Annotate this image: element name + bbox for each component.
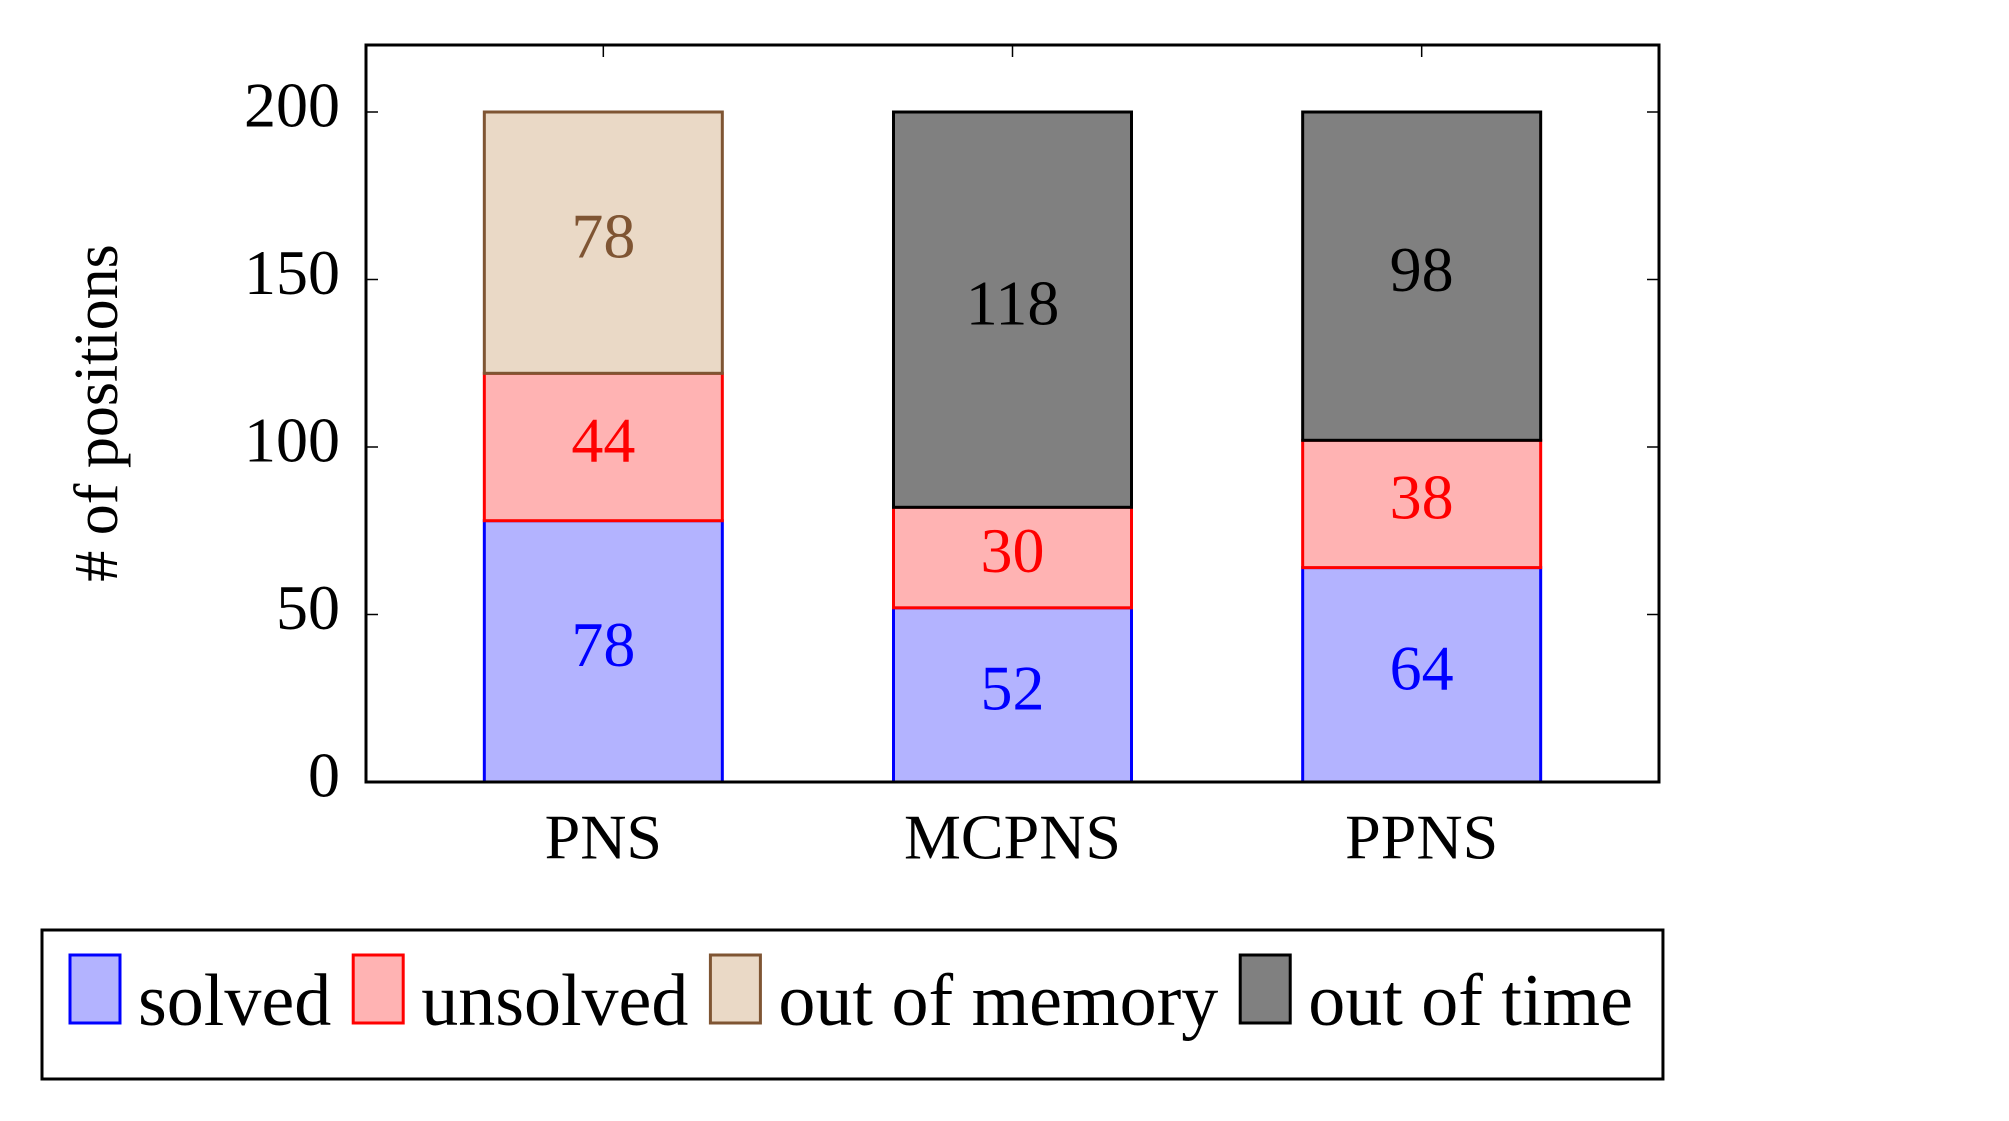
bar-segment [1301, 566, 1543, 784]
legend: solved unsolved out of memory out of time [40, 928, 1665, 1081]
legend-label: unsolved [421, 960, 688, 1042]
x-tick-label: MCPNS [904, 802, 1121, 873]
legend-swatch [708, 953, 762, 1025]
legend-swatch [1238, 953, 1292, 1025]
x-tick-label: PPNS [1345, 802, 1498, 873]
y-tick-label: 150 [244, 237, 340, 308]
y-tick-label: 0 [308, 740, 340, 811]
bar-segment [892, 505, 1133, 610]
y-axis-label: # of positions [63, 244, 131, 582]
legend-label: solved [138, 960, 331, 1042]
plot-frame [364, 43, 1661, 784]
y-tick-label: 200 [244, 70, 340, 141]
y-tick-label: 50 [276, 572, 340, 643]
value-label: 78 [571, 200, 635, 271]
x-tick-label: PNS [545, 802, 662, 873]
legend-label: out of memory [778, 960, 1218, 1042]
value-label: 52 [981, 653, 1045, 724]
legend-swatch [351, 953, 405, 1025]
value-label: 30 [981, 515, 1045, 586]
bar-segment [1301, 110, 1543, 442]
bar-segment [482, 371, 724, 523]
legend-box [40, 928, 1665, 1081]
value-label: 44 [571, 405, 635, 476]
value-label: 38 [1390, 462, 1454, 533]
y-tick-label: 100 [244, 405, 340, 476]
value-label: 118 [966, 267, 1060, 338]
value-label: 98 [1390, 234, 1454, 305]
bar-segment [892, 110, 1133, 509]
legend-label: out of time [1308, 960, 1633, 1042]
bar-segment [482, 519, 724, 784]
value-label: 64 [1390, 632, 1454, 703]
bar-segment [1301, 438, 1543, 570]
legend-swatch [68, 953, 122, 1025]
value-label: 78 [571, 609, 635, 680]
bar-segment [482, 110, 724, 375]
